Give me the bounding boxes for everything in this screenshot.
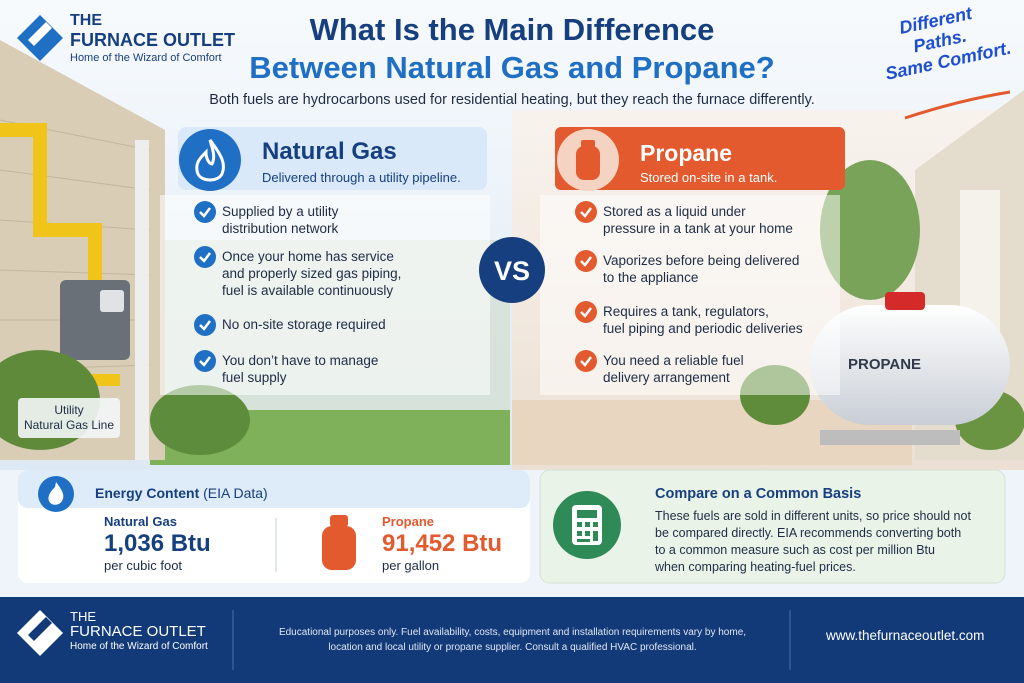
check-icon [575, 301, 597, 323]
check-icon [575, 350, 597, 372]
title-line: Between Natural Gas and Propane? [249, 50, 775, 85]
photo-label-line: Utility [54, 403, 84, 417]
compare-line: when comparing heating-fuel prices. [655, 560, 856, 574]
bullet-line: to the appliance [603, 270, 699, 285]
energy-source: (EIA Data) [203, 485, 268, 501]
check-icon [575, 250, 597, 272]
bullet-line: Supplied by a utility [222, 204, 339, 219]
energy-value: 91,452 Btu [382, 530, 503, 557]
bullet-line: Stored as a liquid under [603, 204, 746, 219]
energy-name: Natural Gas [104, 514, 177, 529]
photo-label-line: Natural Gas Line [23, 418, 115, 432]
footer-brand-the: THE [70, 609, 96, 624]
bullet-line: and properly sized gas piping, [222, 266, 402, 281]
disclaimer-line: location and local utility or propane su… [328, 642, 697, 653]
compare-text: These fuels are sold in different units,… [655, 508, 971, 576]
panel-heading: Propane [640, 140, 733, 166]
footer-brand-tagline: Home of the Wizard of Comfort [70, 641, 208, 652]
compare-title: Compare on a Common Basis [655, 486, 862, 502]
website-url: www.thefurnaceoutlet.com [826, 628, 985, 643]
vs-badge: VS [493, 256, 531, 286]
bullet-point: Requires a tank, regulators, fuel piping … [603, 303, 803, 337]
bullet-line: Once your home has service [222, 249, 394, 264]
panel-subheading: Stored on-site in a tank. [640, 170, 778, 185]
compare-line: These fuels are sold in different units,… [655, 509, 971, 523]
bullet-line: No on-site storage required [222, 317, 386, 332]
check-icon [194, 246, 216, 268]
bullet-line: delivery arrangement [603, 370, 730, 385]
check-icon [194, 314, 216, 336]
bullet-point: You don’t have to manage fuel supply [222, 352, 378, 386]
brand-tagline: Home of the Wizard of Comfort [70, 52, 222, 64]
bullet-point: Once your home has service and properly s… [222, 248, 401, 299]
brand-name: FURNACE OUTLET [70, 30, 235, 50]
bullet-point: Vaporizes before being delivered to the a… [603, 252, 799, 286]
compare-line: be compared directly. EIA recommends con… [655, 526, 962, 540]
bullet-line: distribution network [222, 221, 339, 236]
bullet-line: fuel is available continuously [222, 283, 394, 298]
bullet-line: fuel supply [222, 370, 287, 385]
panel-subheading: Delivered through a utility pipeline. [262, 170, 461, 185]
disclaimer: Educational purposes only. Fuel availabi… [240, 625, 785, 655]
check-icon [575, 201, 597, 223]
photo-label: Utility Natural Gas Line [18, 403, 120, 433]
bullet-line: You don’t have to manage [222, 353, 379, 368]
bullet-line: pressure in a tank at your home [603, 221, 793, 236]
bullet-line: fuel piping and periodic deliveries [603, 321, 803, 336]
bullet-line: Requires a tank, regulators, [603, 304, 769, 319]
energy-unit: per cubic foot [104, 558, 183, 573]
subtitle: Both fuels are hydrocarbons used for res… [209, 92, 815, 108]
bullet-line: You need a reliable fuel [603, 353, 744, 368]
energy-title-text: Energy Content [95, 485, 200, 501]
energy-value: 1,036 Btu [104, 530, 211, 557]
compare-line: to a common measure such as cost per mil… [655, 543, 935, 557]
disclaimer-line: Educational purposes only. Fuel availabi… [278, 627, 747, 638]
panel-heading: Natural Gas [262, 138, 397, 165]
energy-title: Energy Content (EIA Data) [95, 485, 268, 501]
bullet-point: You need a reliable fuel delivery arrange… [603, 352, 744, 386]
check-icon [194, 350, 216, 372]
bullet-point: Supplied by a utility distribution networ… [222, 203, 338, 237]
check-icon [194, 201, 216, 223]
title-line: What Is the Main Difference [309, 12, 715, 47]
brand-the: THE [70, 12, 102, 29]
bullet-point: Stored as a liquid under pressure in a ta… [603, 203, 793, 237]
energy-name: Propane [382, 514, 435, 529]
energy-unit: per gallon [382, 558, 440, 573]
footer-brand-name: FURNACE OUTLET [70, 623, 206, 640]
bullet-point: No on-site storage required [222, 316, 386, 333]
bullet-line: Vaporizes before being delivered [603, 253, 800, 268]
tank-label: PROPANE [848, 356, 922, 373]
